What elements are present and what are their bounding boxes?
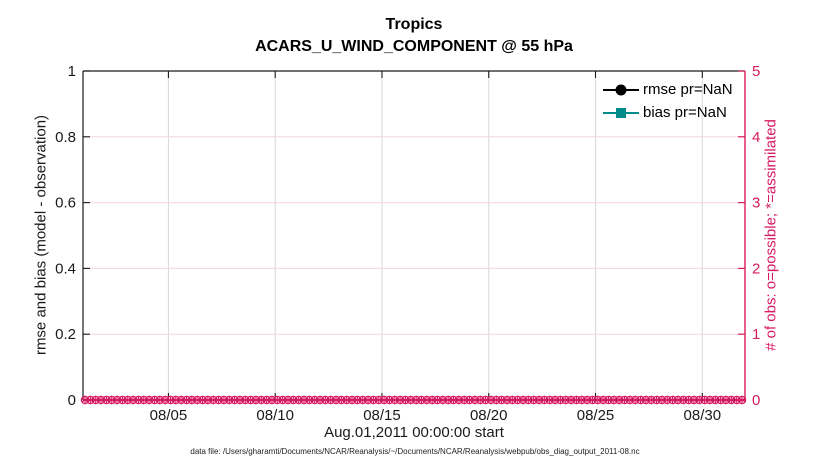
x-tick-label: 08/15	[363, 407, 401, 424]
x-axis-label: Aug.01,2011 00:00:00 start	[324, 424, 504, 441]
x-tick-label: 08/05	[150, 407, 188, 424]
y-right-tick-label: 1	[752, 326, 760, 343]
x-tick-label: 08/10	[256, 407, 294, 424]
legend-entry-bias[interactable]: bias pr=NaN	[601, 101, 733, 124]
y-right-tick-label: 5	[752, 63, 760, 80]
y-left-tick-label: 0.2	[55, 326, 76, 343]
y-left-tick-label: 1	[68, 63, 76, 80]
bias-line-marker-icon	[603, 107, 639, 118]
x-tick-label: 08/25	[577, 407, 615, 424]
obs-assimilated-marker	[738, 397, 746, 403]
rmse-line-marker-icon	[603, 84, 639, 95]
y-left-tick-label: 0.6	[55, 195, 76, 212]
plot-title: Tropics	[385, 16, 443, 33]
legend-entry-rmse[interactable]: rmse pr=NaN	[601, 78, 733, 101]
y-axis-label-right: # of obs: o=possible; *=assimilated	[762, 119, 780, 351]
legend-label-bias: bias pr=NaN	[643, 104, 727, 121]
y-right-tick-label: 0	[752, 392, 760, 409]
y-left-tick-label: 0.4	[55, 260, 76, 277]
y-axis-label-left: rmse and bias (model - observation)	[32, 114, 50, 356]
x-tick-label: 08/20	[470, 407, 508, 424]
legend: rmse pr=NaN bias pr=NaN	[601, 78, 733, 124]
y-left-tick-label: 0.8	[55, 129, 76, 146]
y-right-tick-label: 2	[752, 260, 760, 277]
plot-subtitle: ACARS_U_WIND_COMPONENT @ 55 hPa	[255, 38, 573, 55]
legend-label-rmse: rmse pr=NaN	[643, 81, 733, 98]
y-left-tick-label: 0	[68, 392, 76, 409]
y-right-tick-label: 3	[752, 195, 760, 212]
data-file-footnote: data file: /Users/gharamti/Documents/NCA…	[190, 447, 640, 456]
y-right-tick-label: 4	[752, 129, 760, 146]
x-tick-label: 08/30	[684, 407, 722, 424]
